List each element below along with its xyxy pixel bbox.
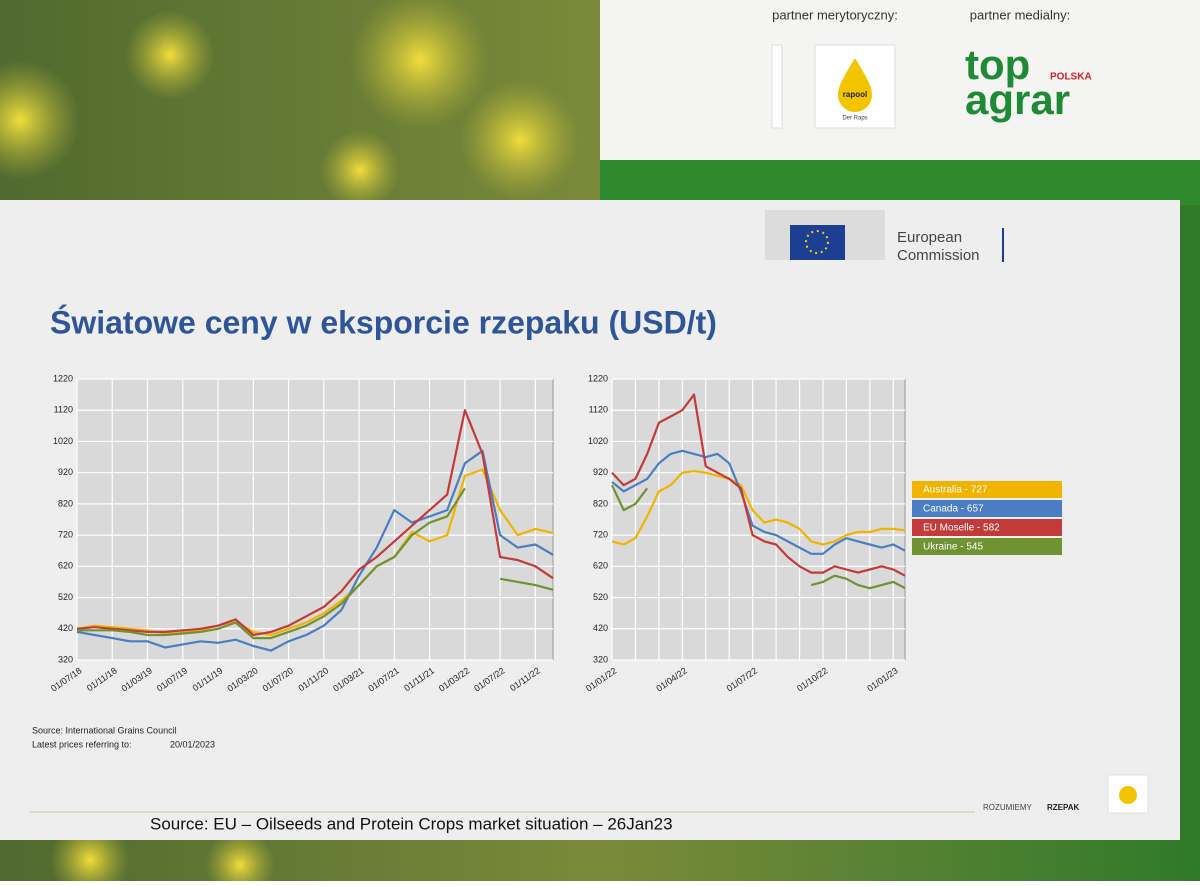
logo-bar (771, 44, 783, 129)
legend-swatch (912, 538, 1062, 555)
legend-label: Ukraine - 545 (923, 542, 983, 553)
legend-swatch (912, 481, 1062, 498)
legend-label: Australia - 727 (923, 485, 988, 496)
y-tick-label: 520 (58, 592, 73, 602)
y-tick-label: 620 (593, 561, 608, 571)
y-tick-label: 1020 (53, 436, 73, 446)
y-tick-label: 420 (593, 623, 608, 633)
y-tick-label: 1220 (588, 373, 608, 383)
latest-date: 20/01/2023 (170, 739, 215, 749)
slide-source: Source: EU – Oilseeds and Protein Crops … (150, 814, 673, 833)
series-line (77, 487, 554, 640)
brand-text: ROZUMIEMY (983, 803, 1033, 812)
y-tick-label: 320 (593, 654, 608, 664)
series-line (611, 484, 906, 590)
y-tick-label: 520 (593, 592, 608, 602)
plot-area (76, 378, 554, 661)
y-tick-label: 720 (58, 529, 73, 539)
slide-title: Światowe ceny w eksporcie rzepaku (USD/t… (50, 304, 717, 340)
legend-swatch (912, 519, 1062, 536)
series-line (611, 393, 906, 577)
brand-drop (1119, 786, 1137, 804)
y-tick-label: 820 (593, 498, 608, 508)
y-tick-label: 920 (593, 467, 608, 477)
y-tick-label: 1120 (54, 405, 73, 415)
y-tick-label: 620 (58, 561, 73, 571)
legend-label: Canada - 657 (923, 504, 984, 515)
series-line (76, 409, 554, 637)
rapool-sub: Der Raps (842, 116, 867, 122)
y-tick-label: 420 (58, 623, 73, 633)
topagrar-polska: POLSKA (1050, 72, 1092, 83)
brand-text: RZEPAK (1047, 803, 1080, 812)
partner-label: partner merytoryczny: (772, 7, 898, 22)
rapool-text: rapool (843, 90, 867, 99)
series-line (76, 449, 554, 652)
plot-area (611, 378, 906, 661)
source-note: Source: International Grains Council (32, 725, 177, 735)
topagrar-top: top (965, 41, 1030, 88)
y-tick-label: 1120 (589, 405, 608, 415)
partner-panel (600, 0, 1200, 160)
y-tick-label: 320 (58, 654, 73, 664)
legend-swatch (912, 500, 1062, 517)
y-tick-label: 1020 (588, 436, 608, 446)
rapool-drop (838, 58, 872, 112)
partner-label: partner medialny: (970, 7, 1070, 22)
y-tick-label: 720 (593, 529, 608, 539)
latest-label: Latest prices referring to: (32, 739, 132, 749)
green-band (600, 160, 1200, 205)
legend-label: EU Moselle - 582 (923, 523, 1000, 534)
y-tick-label: 920 (58, 467, 73, 477)
flowers (0, 0, 580, 886)
topagrar-agrar: agrar (965, 76, 1070, 123)
ec-text: Commission (897, 247, 980, 264)
y-tick-label: 1220 (53, 373, 73, 383)
y-tick-label: 820 (58, 498, 73, 508)
series-line (611, 470, 906, 546)
ec-text: European (897, 229, 962, 246)
eu-stars (805, 230, 829, 254)
series-line (611, 449, 906, 555)
